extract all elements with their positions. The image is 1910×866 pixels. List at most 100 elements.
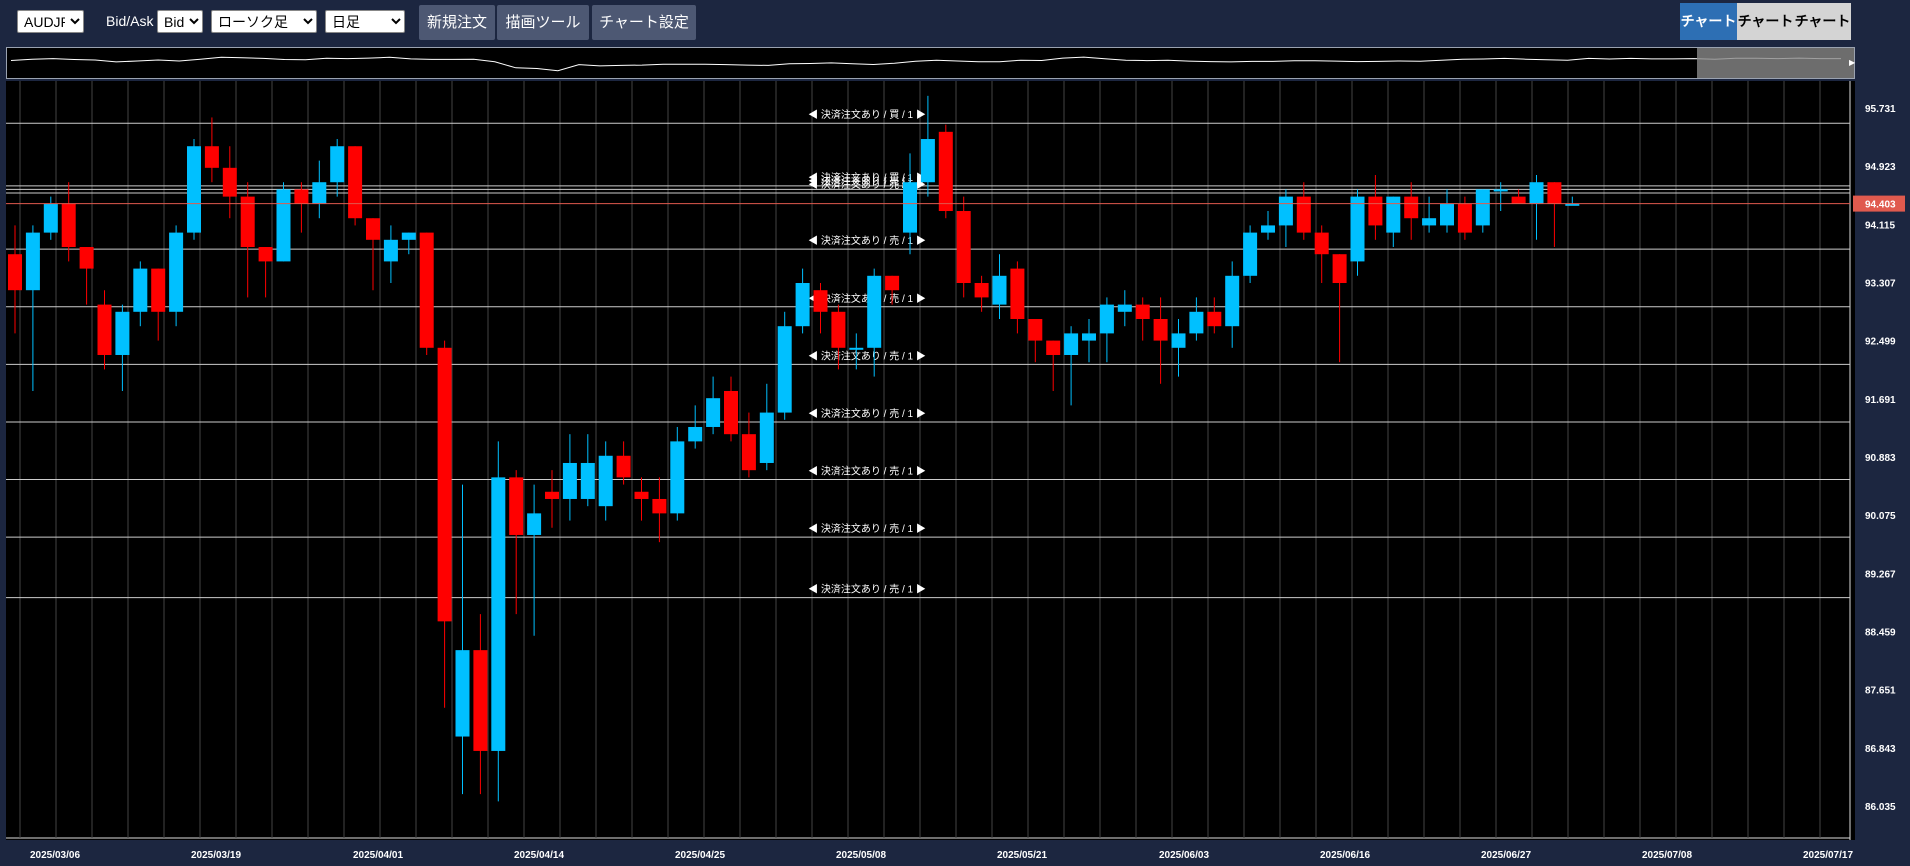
chart-plot-area[interactable]: ◀ 決済注文あり / 買 / 1 ▶ ◀ 決済注文あり / 買 / 1 ▶ ◀ 決済…	[6, 81, 1910, 866]
candle-up	[688, 426, 703, 442]
toolbar: AUDJPY Bid/Ask Bid ローソク足 日足 新規注文 描画ツール チ…	[0, 0, 1910, 66]
y-tick-label: 89.267	[1865, 569, 1896, 580]
period-select-wrap: 日足	[325, 10, 405, 33]
candle-up	[706, 398, 721, 427]
current-price-marker: 94.403	[6, 195, 1905, 212]
candle-up	[580, 462, 595, 499]
candle-down	[956, 211, 971, 284]
overview-right-arrow-icon[interactable]: ▶	[1849, 58, 1856, 67]
bidask-select[interactable]: Bid	[157, 10, 203, 33]
candle-down	[79, 247, 94, 269]
candle-up	[777, 326, 792, 413]
candle-down	[938, 131, 953, 212]
candle-up	[920, 139, 935, 183]
candle-up	[1386, 196, 1401, 233]
candle-up	[1529, 182, 1544, 204]
candle-down	[348, 146, 363, 219]
x-tick-label: 2025/05/08	[836, 850, 886, 861]
candle-up	[598, 455, 613, 507]
candle-down	[258, 247, 273, 262]
candle-up	[849, 347, 864, 350]
x-tick-label: 2025/06/16	[1320, 850, 1370, 861]
bidask-label: Bid/Ask	[106, 13, 154, 29]
overview-line	[10, 56, 1841, 72]
overview-navigator[interactable]: ▶	[6, 47, 1856, 79]
candle-down	[1296, 196, 1311, 233]
x-tick-label: 2025/06/27	[1481, 850, 1531, 861]
x-tick-label: 2025/07/08	[1642, 850, 1692, 861]
candle-up	[455, 650, 470, 737]
y-tick-label: 86.843	[1865, 744, 1896, 755]
candle-down	[741, 434, 756, 471]
position-label: ◀ 決済注文あり / 売 / 1 ▶	[808, 522, 926, 535]
candlestick-chart[interactable]: ◀ 決済注文あり / 買 / 1 ▶ ◀ 決済注文あり / 買 / 1 ▶ ◀ 決済…	[6, 81, 1910, 866]
candle-down	[616, 455, 631, 478]
candle-down	[813, 290, 828, 312]
x-tick-label: 2025/04/25	[675, 850, 725, 861]
candle-up	[992, 275, 1007, 305]
tab-chart3[interactable]: チャート3	[1794, 3, 1851, 66]
chart-type-select-wrap: ローソク足	[211, 10, 317, 33]
candle-up	[903, 182, 917, 233]
y-tick-label: 88.459	[1865, 628, 1896, 639]
position-label: ◀ 決済注文あり / 買 / 1 ▶	[808, 108, 926, 121]
chart-type-select[interactable]: ローソク足	[211, 10, 317, 33]
period-select[interactable]: 日足	[325, 10, 405, 33]
symbol-select[interactable]: AUDJPY	[17, 10, 84, 33]
candle-up	[401, 232, 416, 240]
new-order-button[interactable]: 新規注文	[419, 5, 495, 40]
candle-up	[1565, 203, 1580, 206]
candle-down	[240, 196, 255, 248]
candle-up	[1243, 232, 1258, 276]
candle-down	[1511, 196, 1526, 204]
candle-up	[867, 275, 882, 348]
candle-down	[1207, 311, 1222, 327]
symbol-select-wrap: AUDJPY	[17, 10, 84, 33]
y-tick-label: 86.035	[1865, 802, 1896, 813]
candle-up	[1422, 218, 1437, 226]
overview-svg: ▶	[10, 48, 1856, 78]
position-label: ◀ 決済注文あり / 売 / 1 ▶	[808, 465, 926, 478]
candle-up	[1099, 304, 1114, 334]
plot-background	[6, 81, 1855, 840]
tab-chart2[interactable]: チャート2	[1737, 3, 1794, 66]
x-tick-label: 2025/07/17	[1803, 850, 1853, 861]
candles	[8, 95, 1580, 802]
candle-down	[366, 218, 380, 240]
draw-tool-button[interactable]: 描画ツール	[497, 5, 589, 40]
candle-up	[670, 441, 685, 514]
candle-up	[276, 189, 291, 262]
candle-down	[634, 491, 649, 499]
candle-down	[831, 311, 846, 348]
candle-up	[527, 513, 542, 535]
candle-down	[61, 203, 76, 248]
candle-down	[97, 304, 112, 355]
candle-down	[1547, 182, 1562, 204]
candle-down	[294, 189, 309, 204]
y-tick-label: 90.883	[1865, 453, 1896, 464]
x-tick-label: 2025/03/06	[30, 850, 80, 861]
x-tick-label: 2025/03/19	[191, 850, 241, 861]
chart-settings-button[interactable]: チャート設定	[592, 5, 696, 40]
y-tick-label: 95.731	[1865, 104, 1896, 115]
candle-down	[222, 167, 237, 197]
candle-down	[509, 477, 524, 535]
position-label: ◀ 決済注文あり / 買 / 1 ▶	[808, 171, 926, 184]
tab-chart1[interactable]: チャート1	[1680, 3, 1737, 66]
candle-up	[1278, 196, 1293, 226]
overview-window[interactable]	[1697, 48, 1854, 78]
y-tick-label: 92.499	[1865, 337, 1896, 348]
y-tick-label: 94.923	[1865, 162, 1896, 173]
candle-up	[1475, 189, 1490, 226]
candle-up	[491, 477, 506, 751]
candle-down	[1153, 318, 1168, 341]
vertical-grid	[6, 81, 1851, 840]
position-label: ◀ 決済注文あり / 売 / 1 ▶	[808, 292, 926, 305]
candle-up	[25, 232, 40, 291]
candle-down	[1368, 196, 1383, 226]
candle-down	[419, 232, 434, 348]
y-tick-label: 94.115	[1865, 220, 1895, 231]
candle-down	[1010, 268, 1025, 319]
current-price-label: 94.403	[1865, 200, 1896, 211]
candle-down	[8, 254, 22, 291]
